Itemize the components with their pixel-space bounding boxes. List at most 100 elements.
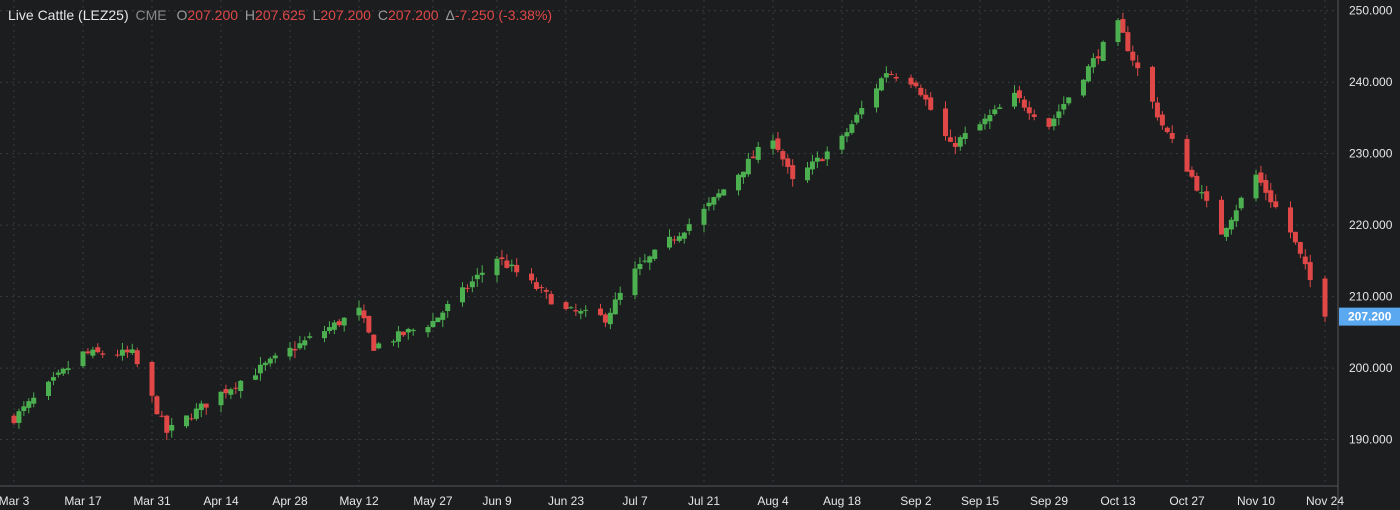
candle-body: [95, 347, 101, 353]
candle-body: [366, 315, 372, 333]
candle-body: [400, 331, 406, 336]
candle-body: [992, 109, 998, 115]
candle-body: [1297, 242, 1303, 254]
close-value: 207.200: [387, 7, 439, 23]
candle-body: [1085, 66, 1091, 82]
candle-body: [913, 82, 919, 87]
candle-body: [1061, 104, 1067, 110]
candle-body: [1322, 278, 1328, 317]
candle-body: [1154, 102, 1160, 118]
candle-body: [1199, 192, 1205, 194]
candle-body: [322, 331, 327, 339]
candle-body: [962, 133, 968, 139]
candle-body: [755, 146, 761, 160]
candle-body: [598, 308, 603, 316]
candle-body: [770, 140, 776, 149]
x-tick-label: Nov 10: [1237, 494, 1275, 508]
axis-layer: [0, 0, 1339, 510]
y-tick-label: 240.000: [1349, 75, 1393, 89]
candle-body: [1164, 127, 1170, 133]
candle-body: [193, 408, 199, 419]
candle-body: [361, 310, 367, 319]
candle-body: [65, 368, 71, 370]
candle-body: [888, 74, 894, 76]
candle-body: [1292, 231, 1298, 243]
candle-body: [1169, 132, 1175, 139]
candle-body: [31, 397, 37, 404]
candle-body: [509, 264, 515, 267]
x-tick-label: Mar 3: [0, 494, 30, 508]
candle-body: [21, 406, 27, 411]
candle-body: [460, 287, 465, 303]
candle-body: [819, 159, 825, 162]
chart-header: Live Cattle (LEZ25) CME O207.200 H207.62…: [8, 5, 555, 25]
candle-body: [1189, 169, 1195, 177]
candle-body: [1273, 201, 1279, 208]
x-tick-label: Mar 31: [133, 494, 171, 508]
change-key: Δ: [445, 7, 455, 23]
candle-body: [745, 158, 751, 175]
candle-body: [1056, 111, 1062, 118]
candle-body: [839, 135, 845, 150]
x-tick-label: Sep 29: [1030, 494, 1068, 508]
candle-body: [134, 350, 140, 365]
candle-body: [602, 314, 608, 323]
candle-body: [1204, 191, 1210, 201]
x-tick-label: Oct 27: [1169, 494, 1205, 508]
exchange-label: CME: [135, 7, 167, 23]
candle-body: [90, 349, 96, 356]
candle-body: [923, 94, 929, 100]
candle-body: [854, 114, 860, 123]
y-tick-labels: 190.000 200.000 210.000 220.000 230.000 240.0…: [1349, 4, 1393, 447]
candle-body: [642, 260, 648, 262]
candle-body: [1258, 172, 1264, 183]
candle-body: [1120, 18, 1126, 33]
candle-body: [908, 77, 914, 85]
candle-body: [1012, 92, 1017, 107]
open-value: 207.200: [187, 7, 239, 23]
candle-body: [612, 299, 618, 315]
candle-body: [60, 368, 66, 374]
candle-body: [874, 88, 879, 108]
candle-body: [529, 273, 534, 281]
candle-body: [750, 156, 756, 159]
candle-body: [228, 389, 234, 395]
candle-body: [878, 78, 884, 91]
candle-body: [184, 415, 189, 427]
candle-body: [307, 336, 313, 338]
y-tick-label: 190.000: [1349, 433, 1393, 447]
last-price-marker: 207.200: [1339, 307, 1400, 326]
candle-body: [824, 151, 830, 160]
candle-body: [297, 343, 303, 349]
candle-body: [149, 361, 155, 396]
candle-body: [405, 328, 411, 333]
candle-body: [1219, 199, 1224, 235]
candle-body: [50, 377, 56, 381]
x-tick-label: Oct 13: [1100, 494, 1136, 508]
candle-body: [918, 87, 924, 96]
last-price-badge: [1339, 307, 1400, 326]
candle-body: [469, 281, 475, 288]
candle-body: [223, 389, 229, 394]
candle-body: [1051, 118, 1057, 127]
candle-body: [430, 321, 436, 328]
candle-body: [859, 108, 865, 115]
candle-body: [464, 287, 470, 289]
candle-body: [1253, 174, 1259, 199]
x-tick-label: Jun 9: [482, 494, 512, 508]
candle-body: [1130, 51, 1136, 61]
candle-body: [356, 307, 362, 316]
candle-body: [115, 354, 120, 356]
candle-body: [671, 239, 677, 241]
candle-body: [686, 224, 692, 231]
candle-body: [928, 97, 934, 110]
candle-body: [997, 107, 1003, 109]
candle-body: [272, 355, 278, 359]
candle-body: [55, 372, 61, 375]
candle-body: [395, 331, 401, 342]
candle-body: [538, 287, 544, 289]
candle-body: [198, 403, 204, 411]
candle-body: [331, 322, 337, 330]
candle-body: [164, 415, 170, 433]
